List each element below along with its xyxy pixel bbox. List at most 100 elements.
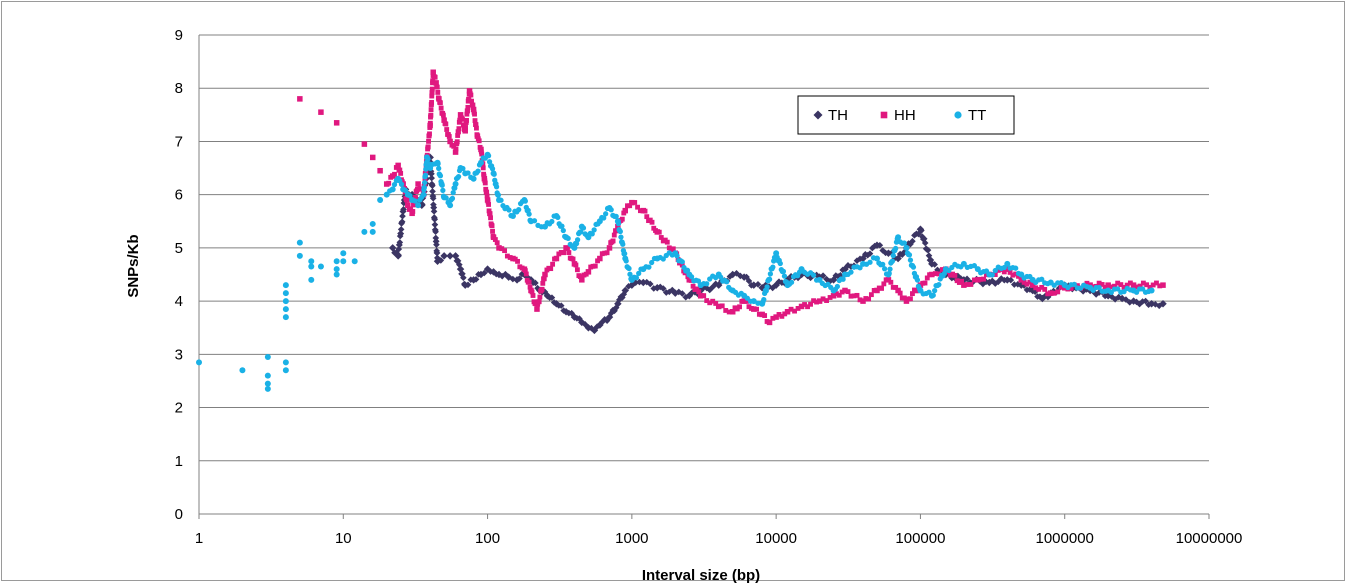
data-point <box>333 271 340 278</box>
data-point <box>369 220 376 227</box>
data-point <box>1036 286 1042 292</box>
data-point <box>436 165 442 171</box>
data-point <box>1105 282 1111 288</box>
data-point <box>576 315 583 322</box>
data-point <box>819 272 827 279</box>
data-point <box>555 214 561 221</box>
data-point <box>398 218 406 226</box>
data-point <box>767 271 774 277</box>
data-point <box>834 283 841 290</box>
data-point <box>377 167 383 174</box>
data-point <box>502 270 509 278</box>
data-point <box>1157 283 1163 289</box>
data-point <box>968 282 974 287</box>
data-point <box>1047 290 1054 296</box>
data-point <box>627 203 633 209</box>
data-point <box>611 307 618 315</box>
data-point <box>405 202 411 209</box>
data-point <box>472 276 480 283</box>
data-point <box>881 266 888 272</box>
data-point <box>1055 289 1061 295</box>
data-point <box>428 112 434 118</box>
data-point <box>460 274 467 281</box>
data-point <box>282 298 289 305</box>
data-point <box>456 129 461 135</box>
data-point <box>443 121 449 127</box>
data-point <box>1029 282 1036 288</box>
legend: TH HH TT <box>797 95 1015 135</box>
data-point <box>909 237 916 245</box>
data-point <box>540 280 546 286</box>
data-point <box>482 180 488 186</box>
data-point <box>636 278 643 286</box>
data-point <box>429 93 435 99</box>
data-point <box>450 189 456 196</box>
data-point <box>369 228 376 235</box>
data-point <box>282 306 289 313</box>
data-point <box>1108 284 1114 290</box>
data-point <box>920 235 928 243</box>
data-point <box>845 289 851 295</box>
data-point <box>435 90 441 95</box>
data-point <box>494 240 500 246</box>
data-point <box>264 380 271 387</box>
data-point <box>398 181 405 187</box>
data-point <box>437 257 445 264</box>
data-point <box>392 171 397 177</box>
data-point <box>618 234 624 240</box>
data-point <box>466 88 473 94</box>
data-point <box>901 240 907 246</box>
data-point <box>516 206 522 213</box>
data-point <box>463 125 468 130</box>
data-point <box>907 257 914 263</box>
data-point <box>660 256 666 262</box>
data-point <box>591 227 597 233</box>
data-point <box>397 167 403 173</box>
data-point <box>541 276 547 282</box>
data-point <box>425 144 431 150</box>
data-point <box>340 258 347 265</box>
data-point <box>488 215 493 221</box>
data-point <box>620 241 626 247</box>
data-point <box>798 303 805 310</box>
data-point <box>460 165 466 172</box>
data-point <box>296 252 303 259</box>
data-point <box>536 299 542 305</box>
data-point <box>464 281 472 289</box>
y-tick-label: 8 <box>175 80 183 97</box>
data-point <box>635 204 640 210</box>
data-point <box>377 196 384 203</box>
data-point <box>627 271 633 277</box>
data-point <box>908 296 913 302</box>
data-point <box>924 275 930 281</box>
data-point <box>1090 284 1096 290</box>
data-point <box>451 252 460 260</box>
data-point <box>493 184 500 190</box>
data-point <box>777 260 783 267</box>
data-point <box>1004 260 1011 267</box>
data-point <box>762 313 768 318</box>
data-point <box>894 254 902 263</box>
data-point <box>885 277 892 283</box>
data-point <box>398 170 404 176</box>
data-point <box>410 209 416 214</box>
data-point <box>1013 265 1019 271</box>
data-point <box>530 293 536 298</box>
gridlines <box>199 34 1209 462</box>
data-point <box>1108 289 1114 296</box>
data-point <box>570 256 576 262</box>
y-tick-label: 3 <box>175 346 183 363</box>
data-point <box>495 192 502 198</box>
data-point <box>889 258 896 264</box>
x-tick-labels: 1 10 100 1000 10000 100000 1000000 10000000 <box>195 530 1243 547</box>
data-point <box>1096 280 1102 286</box>
data-point <box>423 166 429 172</box>
data-point <box>282 290 289 297</box>
data-point <box>578 229 584 235</box>
data-point <box>679 262 685 268</box>
data-point <box>472 111 477 117</box>
data-point <box>498 197 504 203</box>
data-point <box>866 250 874 257</box>
data-point <box>670 246 676 252</box>
y-tick-label: 2 <box>175 400 183 417</box>
